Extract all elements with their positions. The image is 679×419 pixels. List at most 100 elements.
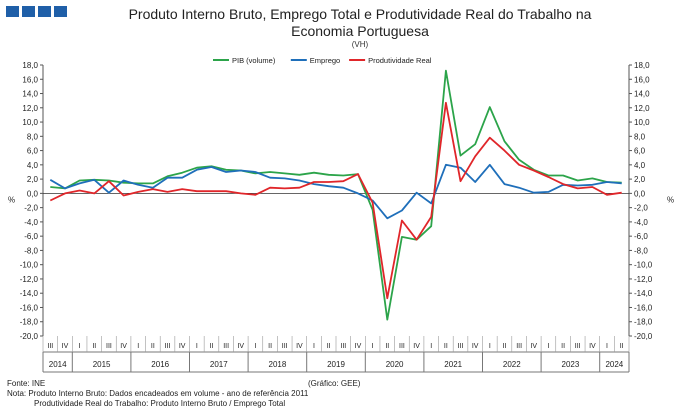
logo-block <box>6 6 19 17</box>
x-tick-label-quarter: IV <box>413 343 420 350</box>
x-tick-label-quarter: I <box>606 343 608 350</box>
x-tick-label-quarter: II <box>620 343 624 350</box>
x-tick-label-quarter: III <box>340 343 346 350</box>
y-tick-label-right: -10,0 <box>634 261 653 270</box>
x-tick-label-quarter: IV <box>472 343 479 350</box>
y-tick-label-right: 6,0 <box>634 147 646 156</box>
y-tick-label-left: -10,0 <box>20 261 39 270</box>
x-tick-label-quarter: III <box>106 343 112 350</box>
x-tick-label-year: 2024 <box>605 360 623 369</box>
x-tick-label-quarter: I <box>196 343 198 350</box>
x-tick-label-quarter: II <box>561 343 565 350</box>
y-axis-label-right: % <box>667 196 674 205</box>
series-line <box>49 163 622 220</box>
y-tick-label-right: 12,0 <box>634 104 650 113</box>
x-tick-label-quarter: II <box>444 343 448 350</box>
y-tick-label-right: 0,0 <box>634 189 646 198</box>
logo-block <box>22 6 35 17</box>
x-tick-label-quarter: III <box>516 343 522 350</box>
x-tick-label-quarter: IV <box>530 343 537 350</box>
y-tick-label-left: -16,0 <box>20 303 39 312</box>
y-tick-label-left: 6,0 <box>27 147 39 156</box>
y-tick-label-left: 0,0 <box>27 189 39 198</box>
x-tick-label-quarter: II <box>268 343 272 350</box>
x-tick-label-year: 2017 <box>210 360 228 369</box>
y-tick-label-left: 14,0 <box>22 90 38 99</box>
brand-logo <box>6 6 67 17</box>
y-tick-label-right: 18,0 <box>634 61 650 70</box>
source-note: Fonte: INE <box>7 379 46 388</box>
x-tick-label-year: 2014 <box>49 360 67 369</box>
y-tick-label-right: -12,0 <box>634 275 653 284</box>
series-line <box>50 69 622 321</box>
y-tick-label-left: 10,0 <box>22 118 38 127</box>
y-tick-label-right: 8,0 <box>634 132 646 141</box>
footnote-productivity: Produtividade Real do Trabalho: Produto … <box>34 399 286 408</box>
legend-label: Produtividade Real <box>368 56 432 65</box>
y-tick-label-right: -4,0 <box>634 218 648 227</box>
x-tick-label-quarter: IV <box>179 343 186 350</box>
x-tick-label-year: 2016 <box>151 360 169 369</box>
legend-label: Emprego <box>310 56 340 65</box>
y-tick-label-right: 16,0 <box>634 75 650 84</box>
x-tick-label-quarter: I <box>430 343 432 350</box>
y-tick-label-right: -18,0 <box>634 318 653 327</box>
x-tick-label-quarter: III <box>458 343 464 350</box>
y-tick-label-left: 16,0 <box>22 75 38 84</box>
x-tick-label-quarter: III <box>399 343 405 350</box>
x-tick-label-quarter: II <box>385 343 389 350</box>
x-tick-label-quarter: I <box>489 343 491 350</box>
footnote-gdp: Nota: Produto Interno Bruto: Dados encad… <box>7 389 309 398</box>
x-tick-label-quarter: IV <box>355 343 362 350</box>
y-tick-label-left: -6,0 <box>24 232 38 241</box>
x-tick-label-quarter: II <box>92 343 96 350</box>
x-tick-label-quarter: I <box>79 343 81 350</box>
x-tick-label-quarter: I <box>547 343 549 350</box>
y-tick-label-right: 2,0 <box>634 175 646 184</box>
logo-block <box>54 6 67 17</box>
y-tick-label-right: -8,0 <box>634 246 648 255</box>
chart-unit: (VH) <box>351 40 369 49</box>
y-tick-label-left: 4,0 <box>27 161 39 170</box>
y-tick-label-right: 4,0 <box>634 161 646 170</box>
chart-title-line2: Economia Portuguesa <box>291 23 429 39</box>
x-tick-label-year: 2015 <box>93 360 111 369</box>
y-tick-label-left: -20,0 <box>20 332 39 341</box>
x-tick-label-quarter: III <box>223 343 229 350</box>
x-tick-label-year: 2022 <box>503 360 521 369</box>
x-tick-label-quarter: I <box>254 343 256 350</box>
logo-block <box>38 6 51 17</box>
x-tick-label-year: 2020 <box>386 360 404 369</box>
y-tick-label-right: -14,0 <box>634 289 653 298</box>
y-tick-label-right: 10,0 <box>634 118 650 127</box>
y-tick-label-left: 12,0 <box>22 104 38 113</box>
series-line <box>49 101 622 300</box>
x-tick-label-year: 2018 <box>269 360 287 369</box>
y-tick-label-left: -2,0 <box>24 204 38 213</box>
x-tick-label-quarter: II <box>503 343 507 350</box>
y-tick-label-left: 2,0 <box>27 175 39 184</box>
x-tick-label-quarter: III <box>282 343 288 350</box>
y-tick-label-right: -16,0 <box>634 303 653 312</box>
y-tick-label-left: -14,0 <box>20 289 39 298</box>
y-tick-label-right: 14,0 <box>634 90 650 99</box>
x-tick-label-quarter: I <box>372 343 374 350</box>
y-tick-label-left: -8,0 <box>24 246 38 255</box>
chart-credit: (Gráfico: GEE) <box>308 379 361 388</box>
x-tick-label-quarter: III <box>47 343 53 350</box>
x-tick-label-quarter: II <box>151 343 155 350</box>
x-tick-label-quarter: IV <box>237 343 244 350</box>
y-axis-label-left: % <box>8 196 15 205</box>
x-tick-label-quarter: II <box>210 343 214 350</box>
chart-title: Produto Interno Bruto, Emprego Total e P… <box>60 6 660 40</box>
y-tick-label-left: -18,0 <box>20 318 39 327</box>
x-tick-label-quarter: I <box>313 343 315 350</box>
x-tick-label-quarter: IV <box>589 343 596 350</box>
y-tick-label-left: -12,0 <box>20 275 39 284</box>
x-tick-label-quarter: II <box>327 343 331 350</box>
y-tick-label-right: -6,0 <box>634 232 648 241</box>
x-tick-label-quarter: III <box>575 343 581 350</box>
x-tick-label-quarter: IV <box>296 343 303 350</box>
y-tick-label-left: -4,0 <box>24 218 38 227</box>
